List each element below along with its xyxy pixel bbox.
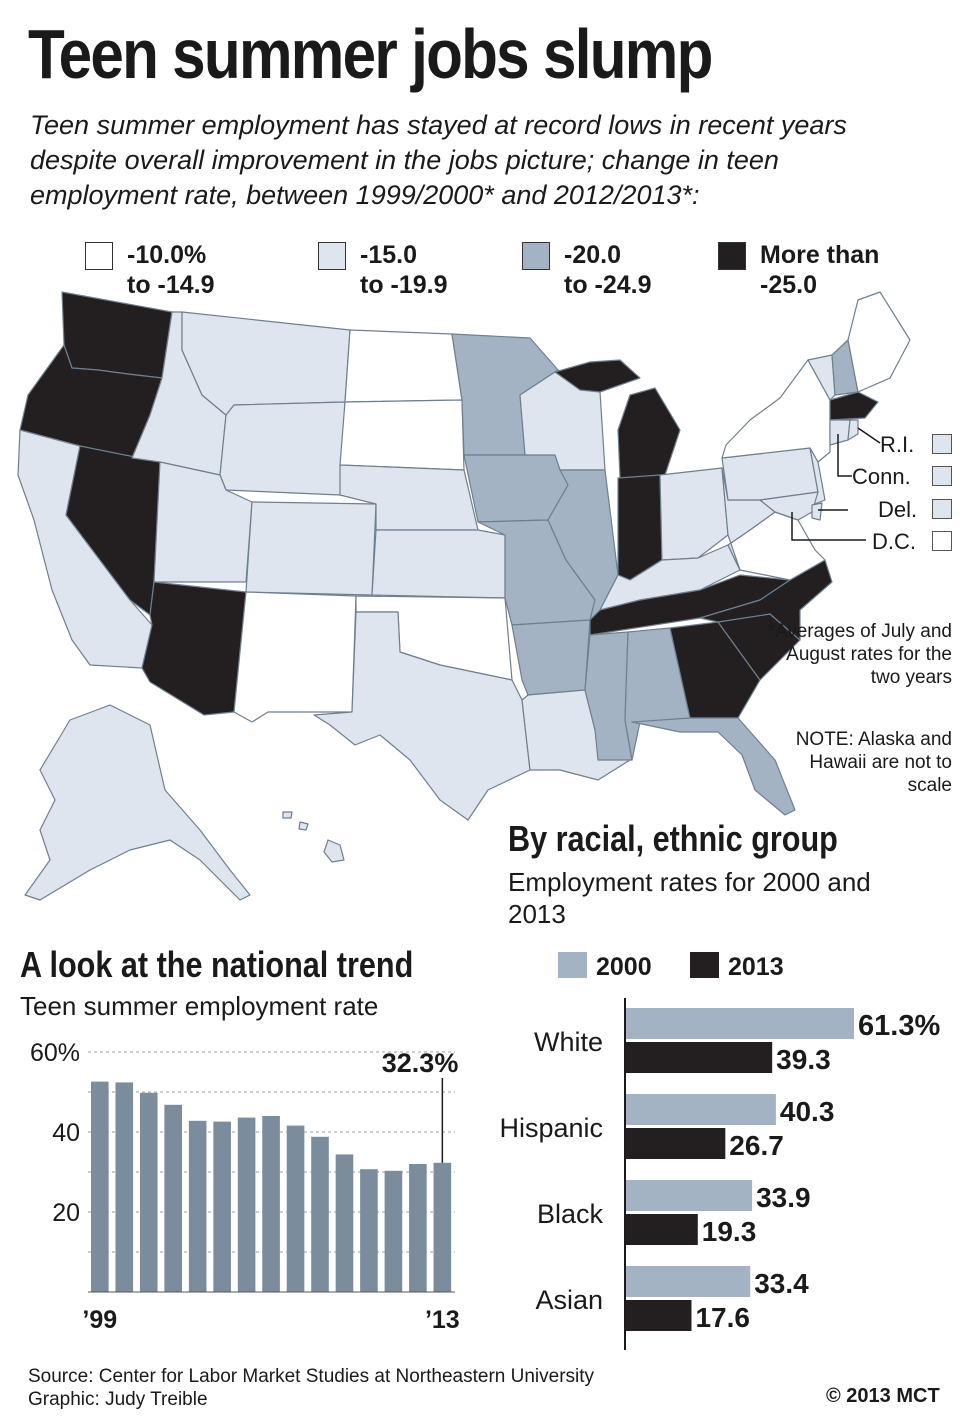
state-montana (182, 312, 350, 415)
bar-value-label: 39.3 (776, 1044, 831, 1075)
legend-swatch (522, 242, 550, 270)
trend-bar (91, 1082, 109, 1292)
bar-value-label: 61.3% (858, 1010, 940, 1042)
state-label-conn: Conn. (852, 464, 911, 490)
source-line: Source: Center for Labor Market Studies … (28, 1365, 594, 1388)
bar-2013 (626, 1300, 691, 1331)
x-tick-label: ’13 (425, 1306, 460, 1334)
state-label-ri: R.I. (880, 432, 914, 458)
state-ohio (660, 468, 728, 560)
state-washington (62, 292, 172, 378)
leader-ri (858, 428, 880, 443)
state-swatch-ri (932, 434, 952, 454)
map-note: NOTE: Alaska and Hawaii are not to scale (760, 728, 952, 797)
page-title: Teen summer jobs slump (28, 14, 712, 94)
legend-label-2000: 2000 (596, 953, 652, 981)
bar-2000 (626, 1008, 854, 1039)
category-label: Hispanic (499, 1113, 603, 1143)
legend-swatch-2000 (558, 952, 587, 978)
bar-2000 (626, 1180, 752, 1211)
bar-value-label: 26.7 (729, 1130, 784, 1161)
trend-bar (287, 1126, 305, 1292)
state-connecticut (830, 420, 850, 445)
legend-swatch (318, 242, 346, 270)
trend-bar (336, 1154, 354, 1292)
bar-value-label: 19.3 (702, 1216, 757, 1247)
state-delaware (812, 503, 822, 520)
trend-bar (115, 1082, 133, 1292)
graphic-credit: Graphic: Judy Treible (28, 1388, 208, 1411)
bar-value-label: 40.3 (780, 1096, 835, 1127)
state-new-mexico (234, 592, 356, 722)
state-alaska (25, 705, 250, 900)
state-kansas (372, 530, 505, 598)
state-arkansas (512, 620, 590, 695)
state-colorado (246, 502, 376, 595)
state-massachusetts (830, 392, 878, 420)
trend-bar (262, 1116, 280, 1292)
racial-heading: By racial, ethnic group (508, 818, 838, 860)
state-swatch-conn (932, 466, 952, 486)
trend-bar (434, 1163, 452, 1292)
annotation-label: 32.3% (382, 1048, 459, 1078)
state-maine (848, 292, 910, 392)
trend-chart: 60% 40 20 ’99 ’13 32.3% (0, 1030, 470, 1340)
trend-bar (360, 1169, 378, 1292)
state-label-del: Del. (878, 497, 917, 523)
page-subtitle: Teen summer employment has stayed at rec… (30, 108, 930, 213)
trend-bar (385, 1171, 403, 1292)
bar-2013 (626, 1128, 725, 1159)
bar-2013 (626, 1042, 772, 1073)
state-north-dakota (345, 330, 462, 402)
y-tick-label: 20 (52, 1199, 80, 1227)
legend-label-line1: -15.0 (360, 240, 448, 270)
bar-2013 (626, 1214, 698, 1245)
legend-label-line1: More than (760, 240, 879, 270)
x-tick-label: ’99 (82, 1306, 117, 1334)
trend-bar (238, 1118, 256, 1292)
bar-2000 (626, 1094, 776, 1125)
trend-bar (140, 1093, 158, 1292)
y-tick-label: 60% (30, 1039, 80, 1067)
trend-bar (213, 1122, 231, 1292)
category-label: Black (537, 1199, 604, 1229)
trend-bar (164, 1105, 182, 1292)
racial-subheading: Employment rates for 2000 and 2013 (508, 866, 928, 930)
state-hawaii (324, 840, 344, 862)
state-south-dakota (340, 400, 464, 470)
state-new-york (722, 360, 830, 462)
bar-value-label: 33.4 (754, 1268, 809, 1299)
bar-2000 (626, 1266, 750, 1297)
legend-label-line1: -20.0 (564, 240, 652, 270)
state-michigan-lower (618, 388, 680, 478)
y-tick-label: 40 (52, 1119, 80, 1147)
legend-swatch (85, 242, 113, 270)
state-swatch-dc (932, 531, 952, 551)
trend-bar (189, 1121, 207, 1292)
legend-label-line1: -10.0% (127, 240, 215, 270)
trend-subheading: Teen summer employment rate (20, 990, 378, 1022)
legend-swatch (718, 242, 746, 270)
state-rhode-island (848, 420, 858, 440)
state-swatch-del (932, 499, 952, 519)
legend-swatch-2013 (690, 952, 719, 978)
footnote: *Averages of July and August rates for t… (760, 620, 952, 689)
category-label: Asian (535, 1285, 603, 1315)
state-hawaii-small-1 (299, 822, 308, 830)
bar-value-label: 33.9 (756, 1182, 811, 1213)
trend-heading: A look at the national trend (20, 944, 413, 986)
legend-label-2013: 2013 (728, 953, 784, 981)
category-label: White (534, 1027, 603, 1057)
state-hawaii-small-2 (283, 812, 292, 818)
state-arizona (142, 582, 246, 715)
racial-chart: 2000 2013 White 61.3% 39.3 Hispanic 40.326.7 Bl… (470, 940, 960, 1360)
bar-value-label: 17.6 (695, 1302, 750, 1333)
trend-bar (409, 1164, 427, 1292)
trend-bar (311, 1137, 329, 1292)
state-wyoming (220, 402, 345, 495)
copyright: © 2013 MCT (826, 1385, 940, 1408)
state-label-dc: D.C. (872, 529, 916, 555)
